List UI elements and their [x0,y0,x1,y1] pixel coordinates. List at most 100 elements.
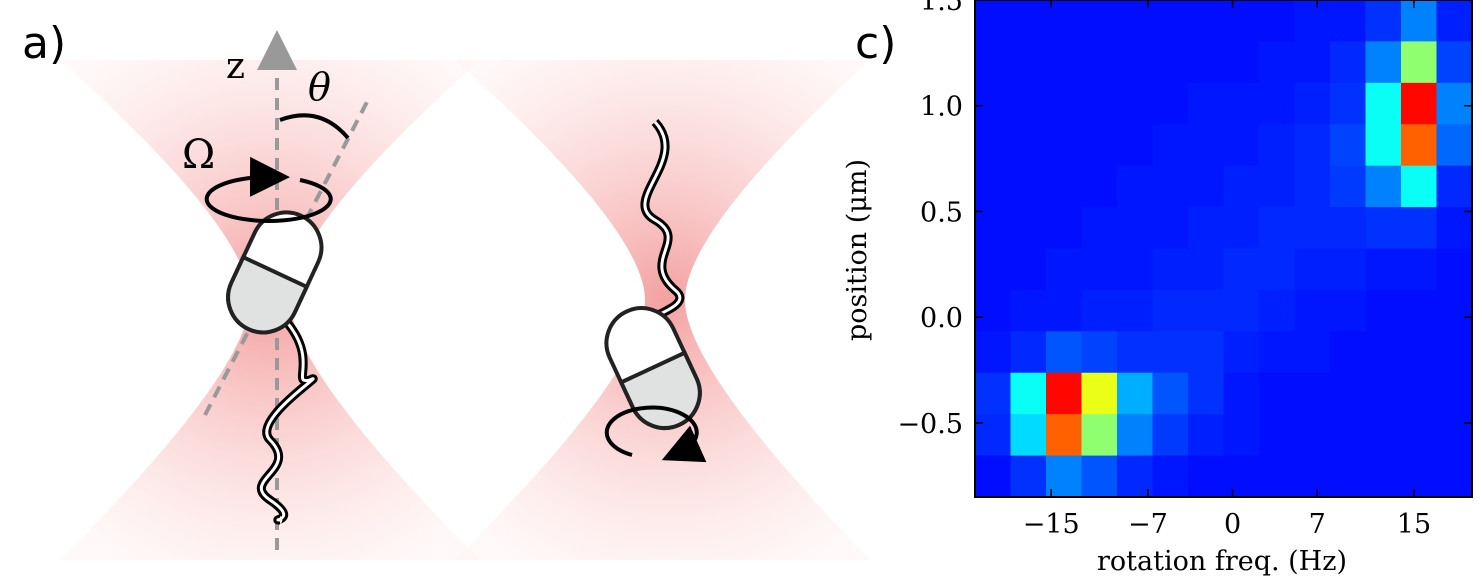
heatmap-cell [1401,124,1437,166]
heatmap-cell [1046,290,1082,332]
heatmap-cell [1366,290,1402,332]
heatmap-cell [1153,414,1189,456]
heatmap-cell [1259,166,1295,208]
heatmap-cell [1188,456,1224,498]
y-tick-label: −0.5 [897,409,963,440]
heatmap-cell [1046,373,1082,415]
heatmap-cell [1153,373,1189,415]
heatmap-cell [1011,414,1047,456]
heatmap-cell [1153,456,1189,498]
heatmap-cell [1082,41,1118,83]
heatmap-cell [1082,456,1118,498]
heatmap-cell [1259,414,1295,456]
heatmap-cell [1188,166,1224,208]
heatmap-cell [1046,331,1082,373]
heatmap-cell [1224,83,1260,125]
heatmap-cell [1330,0,1366,42]
heatmap-cell [1224,331,1260,373]
heatmap-cell [1011,290,1047,332]
heatmap-cell [1437,414,1473,456]
heatmap-cell [1366,373,1402,415]
heatmap-cell [1046,414,1082,456]
heatmap-cell [1295,83,1331,125]
panel-label: c) [855,18,896,69]
heatmap-cell [1295,249,1331,291]
heatmap-cell [1295,124,1331,166]
heatmap-cell [1259,249,1295,291]
heatmap-cell [1082,124,1118,166]
heatmap-cell [1259,456,1295,498]
heatmap-cell [1011,0,1047,42]
heatmap-cell [1011,166,1047,208]
y-tick-label: 0.5 [920,197,963,228]
heatmap-cell [1224,290,1260,332]
heatmap-cell [1082,249,1118,291]
heatmap-cell [1330,124,1366,166]
heatmap-cell [1401,166,1437,208]
heatmap-cell [1224,41,1260,83]
heatmap-cell [1117,290,1153,332]
heatmap-cell [1366,331,1402,373]
heatmap-cell [1366,41,1402,83]
heatmap-cell [1366,456,1402,498]
heatmap-cell [1117,41,1153,83]
heatmap-cell [1295,207,1331,249]
heatmap-cell [1437,207,1473,249]
heatmap-cell [1366,414,1402,456]
heatmap-cell [1295,166,1331,208]
heatmap-cell [1330,456,1366,498]
heatmap-cell [1011,41,1047,83]
heatmap-cell [1401,414,1437,456]
heatmap-cell [1224,373,1260,415]
heatmap-cell [1188,207,1224,249]
heatmap-cell [975,373,1011,415]
x-tick-label: 0 [1224,509,1241,540]
heatmap-cell [1401,456,1437,498]
heatmap-cell [1330,414,1366,456]
heatmap-cell [1082,207,1118,249]
heatmap-cell [1082,83,1118,125]
heatmap-cell [1082,0,1118,42]
heatmap-cell [1295,373,1331,415]
panel-label: a) [22,18,66,69]
heatmap-cell [1295,0,1331,42]
axis-label: z [226,46,245,87]
heatmap-cell [975,207,1011,249]
heatmap-cell [1295,331,1331,373]
heatmap-cell [1295,290,1331,332]
heatmap-cell [1082,414,1118,456]
y-tick-label: 1.0 [920,92,963,123]
heatmap-cell [1259,0,1295,42]
heatmap-cell [1153,124,1189,166]
heatmap-cell [1082,373,1118,415]
heatmap-cell [1401,83,1437,125]
heatmap-cell [1366,207,1402,249]
heatmap-cell [1224,0,1260,42]
heatmap-cell [1259,290,1295,332]
angle-label: θ [308,65,331,109]
heatmap-cell [1330,290,1366,332]
heatmap-cell [1224,166,1260,208]
heatmap-cell [1330,331,1366,373]
heatmap-cell [1046,249,1082,291]
heatmap-cell [1401,373,1437,415]
heatmap-cell [1188,124,1224,166]
heatmap-cell [1188,83,1224,125]
heatmap-cell [1259,373,1295,415]
heatmap-cell [1153,331,1189,373]
y-axis-label: position (μm) [842,159,873,341]
heatmap-cell [975,41,1011,83]
heatmap-cell [1330,83,1366,125]
heatmap-cell [1046,207,1082,249]
heatmap-cell [975,331,1011,373]
rotation-label: Ω [182,132,215,178]
heatmap-cell [1153,0,1189,42]
heatmap-cell [1117,373,1153,415]
heatmap-cell [1188,373,1224,415]
heatmap-cell [1224,456,1260,498]
x-tick-label: −7 [1128,509,1168,540]
heatmap-cell [1153,83,1189,125]
x-axis-label: rotation freq. (Hz) [1097,546,1347,577]
heatmap-cell [975,124,1011,166]
heatmap-cell [1011,83,1047,125]
